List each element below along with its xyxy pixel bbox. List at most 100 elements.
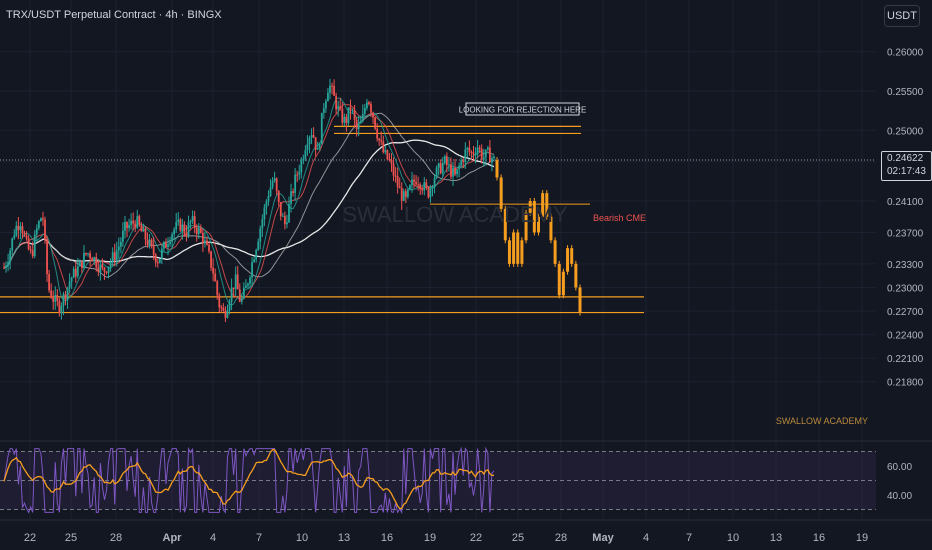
candle-body — [482, 157, 485, 160]
candle-body — [404, 191, 407, 197]
candle-body — [177, 219, 180, 222]
candle-body — [72, 268, 75, 278]
candle-body — [271, 180, 274, 188]
candle-body — [93, 257, 96, 262]
candle-body — [331, 85, 333, 87]
candle-body — [279, 202, 282, 217]
x-tick-label: Apr — [163, 532, 183, 544]
candle-body — [491, 158, 493, 163]
candle-body — [365, 102, 368, 109]
y-tick-label: 0.24100 — [887, 197, 924, 208]
candle-body — [242, 287, 245, 299]
candle-body — [423, 182, 426, 191]
candle-body — [160, 248, 163, 259]
candle-body — [378, 138, 381, 141]
rejection-label: LOOKING FOR REJECTION HERE — [459, 106, 587, 115]
candle-body — [345, 116, 348, 124]
rsi-panel: 60.00 40.00 — [0, 440, 932, 515]
candle-body — [452, 167, 454, 177]
candle-body — [70, 277, 73, 282]
x-tick-label: 10 — [296, 532, 308, 544]
current-price-value: 0.24622 — [887, 153, 924, 164]
candle-body — [402, 191, 405, 201]
candle-body — [74, 268, 77, 277]
candle-body — [183, 224, 186, 234]
candle-body — [68, 281, 71, 288]
candle-body — [19, 226, 22, 231]
currency-button[interactable]: USDT — [884, 5, 920, 27]
candle-body — [66, 287, 69, 300]
candle-body — [450, 164, 452, 177]
candle-body — [91, 258, 94, 262]
candle-body — [87, 253, 89, 255]
price-axis: 0.260000.255000.250000.246000.241000.237… — [887, 48, 924, 389]
candle-body — [240, 298, 243, 302]
candle-body — [394, 175, 397, 177]
projection-candle — [503, 208, 507, 241]
candle-body — [353, 110, 356, 120]
candle-body — [44, 219, 46, 240]
candle-body — [273, 178, 276, 181]
candle-body — [128, 224, 130, 229]
candle-body — [17, 225, 20, 231]
candle-body — [46, 239, 48, 275]
x-tick-label: 7 — [256, 532, 262, 544]
candle-body — [222, 307, 225, 311]
candle-body — [54, 295, 57, 302]
candle-body — [175, 221, 178, 230]
candle-body — [261, 219, 264, 229]
candle-body — [136, 216, 139, 228]
candle-body — [417, 184, 420, 186]
candle-body — [52, 297, 55, 302]
candle-body — [445, 156, 448, 166]
projection-candle — [557, 263, 561, 296]
candle-body — [42, 218, 44, 220]
x-tick-label: 13 — [770, 532, 782, 544]
candle-body — [208, 244, 210, 252]
projection-candle — [578, 287, 582, 313]
candle-body — [37, 221, 40, 229]
candle-body — [97, 267, 100, 272]
candle-body — [25, 235, 28, 239]
candle-body — [179, 219, 182, 231]
candle-body — [286, 222, 288, 225]
projection-candle — [553, 240, 557, 264]
x-tick-label: May — [592, 532, 614, 544]
candle-body — [191, 216, 194, 221]
candle-body — [324, 101, 327, 109]
symbol-title[interactable]: TRX/USDT Perpetual Contract · 4h · BINGX — [6, 9, 222, 21]
candle-body — [156, 262, 159, 264]
candle-body — [185, 233, 188, 236]
candle-body — [464, 149, 467, 162]
projection-candle — [541, 193, 545, 217]
candle-body — [199, 228, 202, 233]
candle-body — [119, 241, 122, 247]
candle-body — [247, 283, 249, 286]
candle-body — [189, 220, 192, 223]
candle-body — [109, 261, 112, 267]
candle-body — [357, 123, 360, 130]
candle-body — [277, 190, 280, 203]
projection-candle — [545, 193, 549, 217]
candle-body — [163, 241, 165, 249]
projection-candle — [495, 160, 499, 178]
candle-body — [238, 289, 241, 302]
candle-body — [255, 249, 258, 260]
projection-candle — [524, 212, 528, 241]
candle-body — [443, 156, 446, 164]
y-tick-label: 0.23300 — [887, 260, 924, 271]
candle-body — [220, 307, 223, 309]
rsi-tick-label: 40.00 — [887, 491, 912, 502]
candle-body — [298, 172, 301, 175]
bar-countdown: 02:17:43 — [887, 166, 926, 177]
candle-body — [212, 267, 215, 274]
candle-body — [382, 141, 385, 153]
candle-body — [148, 239, 151, 245]
candle-body — [146, 239, 149, 245]
bearish-cme-label: Bearish CME — [593, 213, 646, 223]
projection-candle — [549, 216, 553, 241]
candle-body — [310, 135, 313, 138]
candle-body — [210, 251, 212, 268]
candle-body — [158, 258, 161, 263]
